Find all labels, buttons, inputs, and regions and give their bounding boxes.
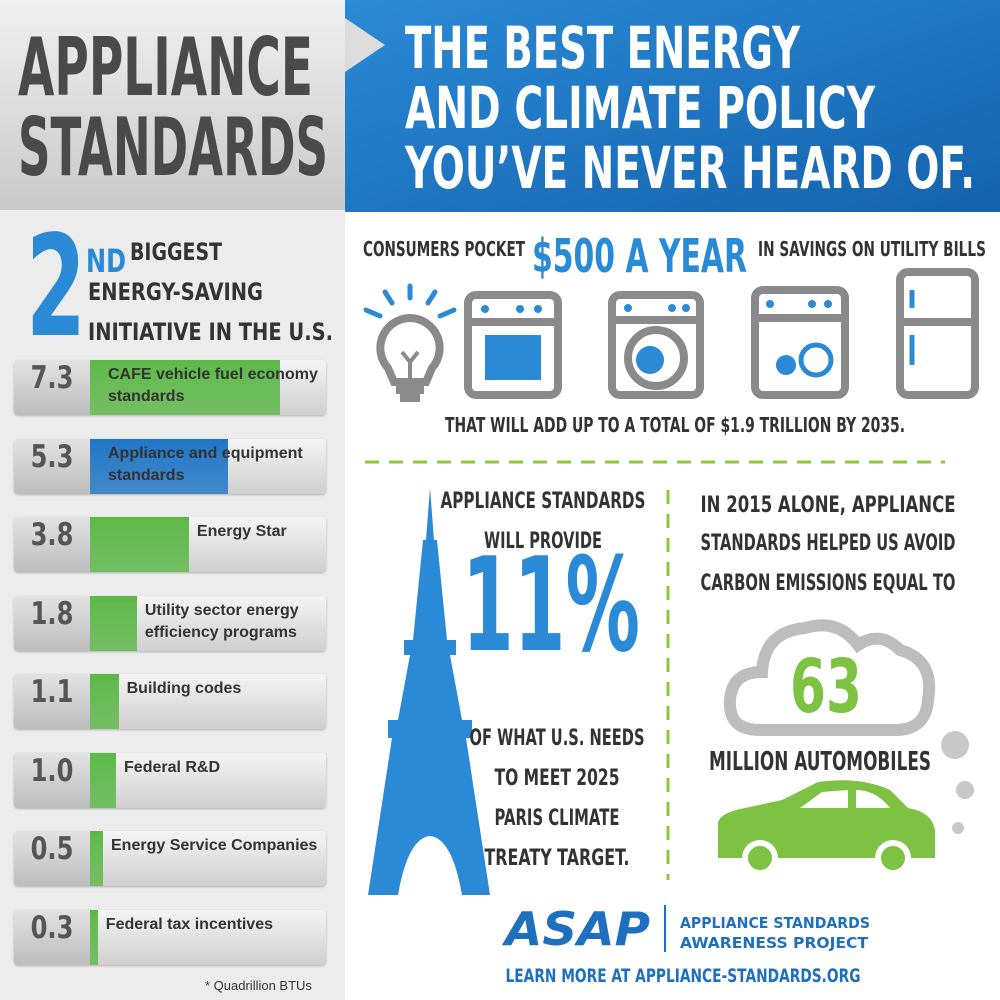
carbon-unit: MILLION AUTOMOBILES [709,747,931,777]
bar [90,674,119,729]
value-label: 0.5 [30,831,74,867]
carbon-stat: 63 [790,644,862,730]
carbon-text: IN 2015 ALONE, APPLIANCE [701,493,956,518]
value-label: 1.8 [30,595,74,632]
bar [90,438,228,494]
carbon-text: CARBON EMISSIONS EQUAL TO [701,571,956,596]
org-name: AWARENESS PROJECT [680,934,869,952]
bar [90,831,103,886]
value-label: 1.0 [30,752,74,789]
footer-link: LEARN MORE AT APPLIANCE-STANDARDS.ORG [506,965,861,987]
title: APPLIANCE [18,21,313,114]
category-label: Energy Service Companies [111,837,318,854]
savings-text: IN SAVINGS ON UTILITY BILLS [758,237,986,261]
title-box [0,0,345,210]
rank-text: BIGGEST [130,238,222,266]
rank-text: INITIATIVE IN THE U.S. [88,318,333,346]
eiffel-tower [368,488,490,895]
category-label: Federal tax incentives [105,915,273,933]
paris-text: WILL PROVIDE [484,529,602,554]
headline: THE BEST ENERGY [405,14,801,82]
bar [90,752,117,808]
category-label: Federal R&D [124,758,221,776]
value-label: 7.3 [30,360,74,396]
bar [90,360,280,415]
paris-stat: 11% [462,529,640,681]
savings-text: CONSUMERS POCKET [363,237,525,261]
value-label: 0.3 [30,909,74,946]
car [718,780,935,876]
value-background [14,831,90,886]
footnote: * Quadrillion BTUs [205,978,312,993]
paris-text: TREATY TARGET. [485,846,630,871]
header-band [345,0,1000,212]
value-background [14,360,90,415]
rank-text: ENERGY-SAVING [88,278,263,306]
cloud [723,619,936,736]
category-label: Energy Star [196,523,287,540]
savings-total: THAT WILL ADD UP TO A TOTAL OF $1.9 TRIL… [445,413,905,437]
category-label: Appliance and equipment standards [108,444,303,484]
value-background [14,752,90,808]
savings-highlight: $500 A YEAR [532,229,747,283]
rank-suffix: ND [86,242,126,280]
value-background [14,909,90,965]
value-background [14,438,90,494]
paris-text: APPLIANCE STANDARDS [441,489,646,514]
value-label: 3.8 [30,517,74,553]
category-label: Building codes [126,680,242,697]
category-label: Utility sector energy efficiency program… [144,601,299,641]
value-background [14,517,90,572]
headline: YOU’VE NEVER HEARD OF. [404,134,975,202]
value-background [14,595,90,651]
category-label: CAFE vehicle fuel economy standards [108,366,318,405]
paris-text: OF WHAT U.S. NEEDS [470,726,645,751]
org-name: APPLIANCE STANDARDS [680,914,870,932]
carbon-text: STANDARDS HELPED US AVOID [701,531,956,556]
value-label: 1.1 [30,674,74,710]
value-background [14,674,90,729]
icon-dots [481,300,832,313]
title: STANDARDS [18,101,328,194]
value-label: 5.3 [30,438,74,475]
headline: AND CLIMATE POLICY [405,74,876,142]
paris-text: PARIS CLIMATE [495,806,620,831]
bar [90,909,98,965]
thought-dots [941,731,974,834]
bar [90,517,189,572]
appliance-icons [363,268,979,402]
rank-number: 2 [26,206,86,369]
paris-text: TO MEET 2025 [495,766,620,791]
title-arrow [345,18,385,72]
bar [90,595,137,651]
logo: ASAP [502,902,650,956]
